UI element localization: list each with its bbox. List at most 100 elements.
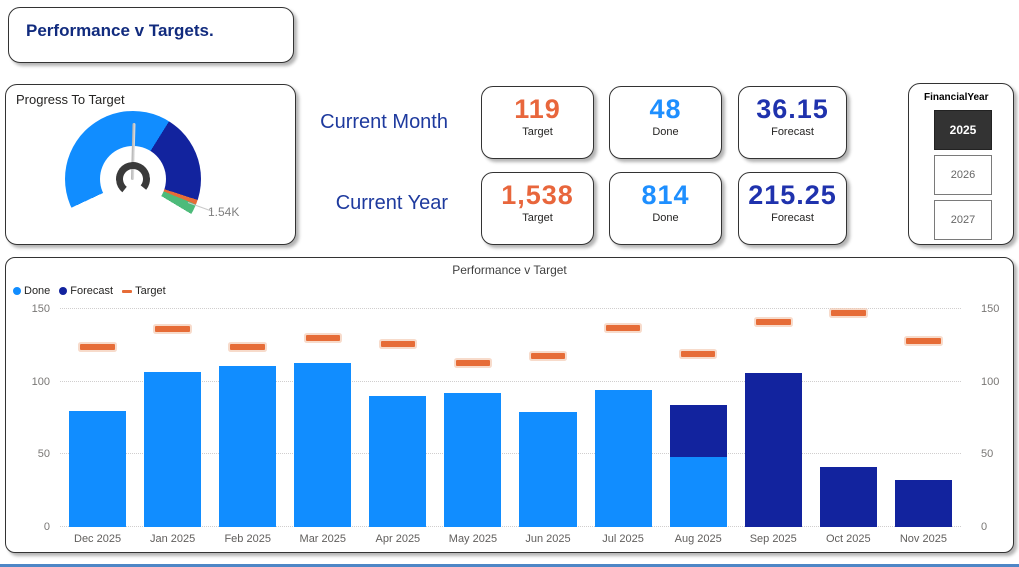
bar-done[interactable] bbox=[144, 371, 202, 527]
target-dash[interactable] bbox=[230, 343, 265, 350]
category-slot-jun-2025: Jun 2025 bbox=[510, 309, 585, 545]
x-axis-label: Feb 2025 bbox=[224, 533, 271, 545]
y-axis-tick-right: 150 bbox=[981, 303, 1000, 315]
legend-label: Done bbox=[24, 285, 51, 297]
kpi-value: 119 bbox=[514, 94, 561, 124]
gridline bbox=[60, 453, 961, 455]
gridline bbox=[60, 380, 961, 382]
target-dash[interactable] bbox=[455, 359, 491, 366]
legend-dot-icon bbox=[13, 287, 21, 295]
target-dash[interactable] bbox=[380, 340, 416, 347]
x-axis-label: Nov 2025 bbox=[899, 533, 947, 545]
current-year-label: Current Year bbox=[335, 192, 448, 214]
slicer-option-2027[interactable]: 2027 bbox=[934, 200, 992, 240]
kpi-card-year-forecast[interactable]: 215.25 Forecast bbox=[738, 172, 847, 245]
kpi-card-year-target[interactable]: 1,538 Target bbox=[481, 172, 594, 245]
gridline bbox=[60, 526, 961, 527]
gauge-title: Progress To Target bbox=[16, 92, 125, 107]
bar-done[interactable] bbox=[594, 390, 652, 527]
slicer-option-2025[interactable]: 2025 bbox=[934, 110, 992, 150]
x-axis-label: May 2025 bbox=[448, 533, 498, 545]
x-axis-label: Sep 2025 bbox=[749, 533, 797, 545]
financial-year-slicer: FinancialYear 2025 2026 2027 bbox=[908, 83, 1014, 245]
target-dash[interactable] bbox=[155, 326, 190, 333]
slicer-title: FinancialYear bbox=[924, 92, 989, 103]
kpi-label: Done bbox=[652, 212, 679, 224]
page-title: Performance v Targets. bbox=[26, 21, 214, 40]
target-dash[interactable] bbox=[906, 337, 941, 344]
gauge-card: Progress To Target 1.54K bbox=[5, 84, 296, 247]
y-axis-right: 0 50 100 150 bbox=[981, 303, 1013, 533]
bar-done[interactable] bbox=[219, 365, 277, 527]
category-slot-aug-2025: Aug 2025 bbox=[661, 309, 736, 545]
window-bottom-edge bbox=[0, 564, 1019, 567]
legend-item-forecast[interactable]: Forecast bbox=[59, 285, 113, 297]
progress-gauge[interactable]: 1.54K bbox=[6, 85, 295, 247]
bar-forecast[interactable] bbox=[819, 467, 877, 527]
target-dash[interactable] bbox=[680, 351, 716, 358]
gauge-max-label: 1.54K bbox=[208, 205, 240, 219]
target-dash[interactable] bbox=[831, 310, 866, 317]
legend-item-target[interactable]: Target bbox=[122, 285, 166, 297]
kpi-label: Done bbox=[652, 126, 679, 138]
category-slot-jan-2025: Jan 2025 bbox=[135, 309, 210, 545]
category-slot-sep-2025: Sep 2025 bbox=[736, 309, 811, 545]
bar-forecast[interactable] bbox=[894, 480, 952, 527]
x-axis-label: Jul 2025 bbox=[602, 533, 644, 545]
kpi-label: Forecast bbox=[771, 212, 814, 224]
bar-done[interactable] bbox=[444, 393, 502, 527]
target-dash[interactable] bbox=[605, 324, 641, 331]
performance-chart-panel: Performance v Target Done Forecast Target … bbox=[5, 257, 1014, 553]
kpi-card-month-done[interactable]: 48 Done bbox=[609, 86, 722, 159]
kpi-label: Forecast bbox=[771, 126, 814, 138]
bar-done[interactable] bbox=[669, 457, 727, 527]
bar-forecast[interactable] bbox=[669, 404, 727, 458]
category-slot-nov-2025: Nov 2025 bbox=[886, 309, 961, 545]
category-slot-apr-2025: Apr 2025 bbox=[360, 309, 435, 545]
legend-dot-icon bbox=[59, 287, 68, 295]
slicer-option-2026[interactable]: 2026 bbox=[934, 155, 992, 195]
kpi-label: Target bbox=[522, 212, 553, 224]
y-axis-tick-left: 50 bbox=[37, 448, 50, 461]
bar-done[interactable] bbox=[69, 410, 127, 527]
kpi-card-year-done[interactable]: 814 Done bbox=[609, 172, 722, 245]
target-dash[interactable] bbox=[80, 343, 115, 350]
y-axis-tick-right: 50 bbox=[981, 448, 994, 461]
kpi-value: 814 bbox=[641, 180, 690, 210]
plot-area: Dec 2025 Jan 2025 Feb 2025 Mar 2025 Apr 2025… bbox=[60, 308, 961, 545]
target-dash[interactable] bbox=[305, 335, 341, 342]
bar-done[interactable] bbox=[369, 396, 427, 527]
title-card: Performance v Targets. bbox=[8, 7, 294, 63]
chart-title: Performance v Target bbox=[452, 263, 567, 277]
target-dash[interactable] bbox=[755, 319, 791, 326]
category-slot-feb-2025: Feb 2025 bbox=[210, 309, 285, 545]
y-axis-left: 0 50 100 150 bbox=[14, 303, 50, 533]
kpi-value: 36.15 bbox=[756, 94, 829, 124]
y-axis-tick-left: 0 bbox=[43, 521, 50, 533]
kpi-card-month-forecast[interactable]: 36.15 Forecast bbox=[738, 86, 847, 159]
bar-forecast[interactable] bbox=[744, 372, 802, 527]
kpi-card-month-target[interactable]: 119 Target bbox=[481, 86, 594, 159]
category-slot-jul-2025: Jul 2025 bbox=[586, 309, 661, 545]
slicer-options: 2025 2026 2027 bbox=[934, 105, 992, 240]
category-slot-mar-2025: Mar 2025 bbox=[285, 309, 360, 545]
y-axis-tick-left: 100 bbox=[31, 375, 50, 388]
kpi-value: 215.25 bbox=[748, 180, 837, 210]
target-dash[interactable] bbox=[530, 352, 566, 359]
bar-done[interactable] bbox=[294, 362, 352, 527]
legend-label: Target bbox=[135, 285, 166, 297]
y-axis-tick-right: 100 bbox=[981, 375, 1000, 388]
x-axis-label: Jun 2025 bbox=[525, 533, 571, 545]
x-axis-label: Oct 2025 bbox=[826, 533, 871, 545]
kpi-value: 1,538 bbox=[501, 180, 574, 210]
legend-dash-icon bbox=[122, 289, 133, 293]
gridline bbox=[60, 308, 961, 309]
category-slot-oct-2025: Oct 2025 bbox=[811, 309, 886, 545]
legend-item-done[interactable]: Done bbox=[13, 285, 50, 297]
category-slot-may-2025: May 2025 bbox=[435, 309, 510, 545]
y-axis-tick-right: 0 bbox=[981, 521, 988, 533]
bar-done[interactable] bbox=[519, 412, 577, 527]
x-axis-label: Jan 2025 bbox=[149, 533, 196, 545]
x-axis-label: Mar 2025 bbox=[299, 533, 347, 545]
